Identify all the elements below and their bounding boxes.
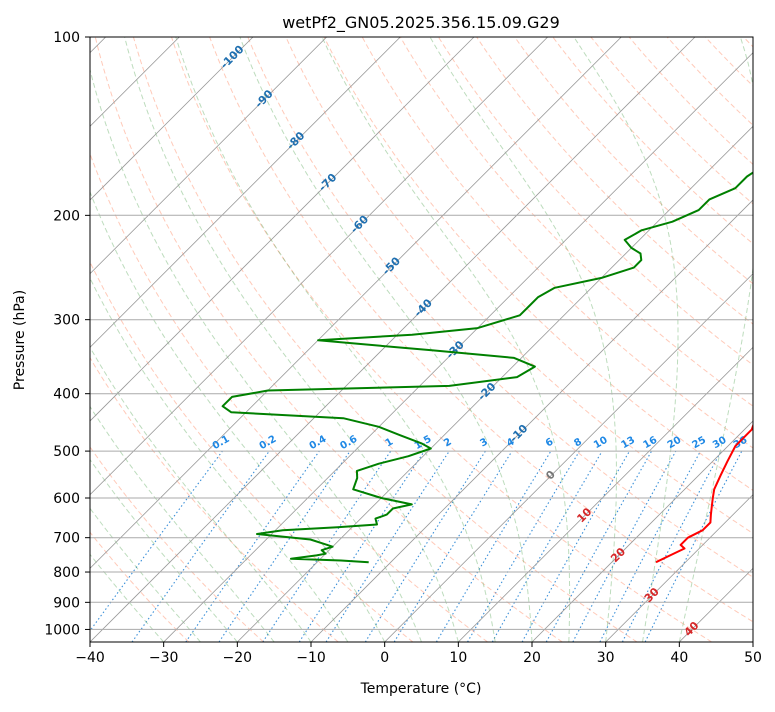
y-axis-label: Pressure (hPa)	[12, 290, 28, 390]
x-tick-label: −30	[149, 650, 179, 666]
y-tick-label: 100	[53, 30, 80, 46]
y-tick-label: 400	[53, 387, 80, 403]
x-tick-label: −20	[223, 650, 253, 666]
x-tick-label: 50	[744, 650, 762, 666]
y-tick-label: 900	[53, 595, 80, 611]
y-tick-label: 600	[53, 491, 80, 507]
x-tick-label: −40	[75, 650, 105, 666]
y-tick-label: 300	[53, 313, 80, 329]
x-tick-label: 10	[449, 650, 467, 666]
y-tick-label: 800	[53, 565, 80, 581]
x-axis-label: Temperature (°C)	[360, 681, 482, 697]
x-tick-label: 30	[597, 650, 615, 666]
chart-title: wetPf2_GN05.2025.356.15.09.G29	[282, 13, 560, 33]
x-tick-label: −10	[296, 650, 326, 666]
y-tick-label: 200	[53, 208, 80, 224]
x-tick-label: 0	[380, 650, 389, 666]
x-tick-label: 20	[523, 650, 541, 666]
x-tick-label: 40	[670, 650, 688, 666]
y-tick-label: 1000	[44, 622, 80, 638]
y-tick-label: 700	[53, 531, 80, 547]
y-tick-label: 500	[53, 444, 80, 460]
